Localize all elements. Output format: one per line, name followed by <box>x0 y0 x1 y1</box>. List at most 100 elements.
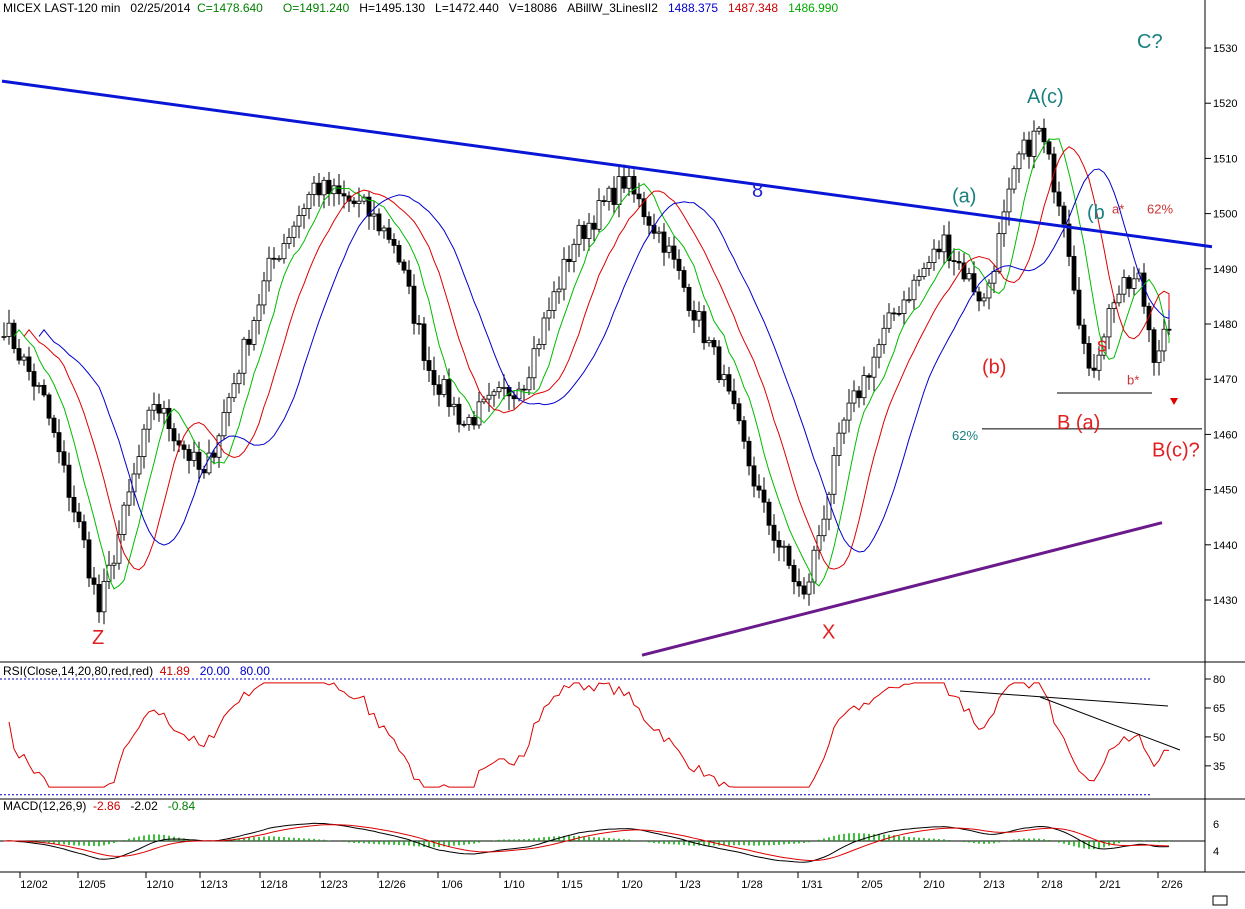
candle-body <box>291 225 297 238</box>
time-tick-label: 1/28 <box>741 879 762 891</box>
candle-body <box>681 270 687 288</box>
candle-body <box>166 407 172 430</box>
price-tick-label: 1490 <box>1213 264 1237 276</box>
candle-body <box>106 564 112 582</box>
macd-value-1: -2.86 <box>93 799 121 813</box>
candle-body <box>726 374 732 392</box>
candle-body <box>966 273 972 280</box>
candle-body <box>421 323 427 361</box>
wave-label: X <box>822 622 835 644</box>
candle-body <box>661 231 667 253</box>
candle-body <box>786 545 792 566</box>
candle-body <box>851 390 857 404</box>
candle-body <box>151 404 157 411</box>
candle-body <box>371 213 377 217</box>
indicator-value-3: 1486.990 <box>788 1 839 15</box>
wave-label: a* <box>1112 202 1124 217</box>
candle-body <box>61 451 67 466</box>
wave-label: A(c) <box>1027 86 1064 108</box>
rsi-tick-label: 35 <box>1213 761 1225 773</box>
time-tick-label: 12/10 <box>146 879 174 891</box>
candle-body <box>1116 293 1122 304</box>
wave-label: s <box>1097 335 1107 357</box>
candle-body <box>621 176 627 189</box>
candle-body <box>426 360 432 371</box>
candle-body <box>1081 324 1087 344</box>
candle-body <box>141 428 147 457</box>
time-axis: 12/02 12/05 12/10 12/13 12/18 12/23 12/26 1/06 1… <box>19 872 1228 906</box>
candle-body <box>696 311 702 321</box>
candle-body <box>396 245 402 263</box>
candle-body <box>671 245 677 260</box>
candle-body <box>721 374 727 381</box>
time-tick-label: 2/10 <box>923 879 944 891</box>
candle-body <box>186 449 192 461</box>
high-value: H=1495.130 <box>359 1 426 15</box>
candle-body <box>886 312 892 329</box>
candle-body <box>381 227 387 232</box>
candle-body <box>1091 367 1097 371</box>
candle-body <box>591 222 597 230</box>
candle-body <box>586 222 592 239</box>
candle-body <box>316 182 322 196</box>
candle-body <box>281 243 287 260</box>
candle-body <box>466 416 472 425</box>
candle-body <box>1011 168 1017 190</box>
candle-body <box>276 258 282 261</box>
macd-header: MACD(12,26,9) -2.86 -2.02 -0.84 <box>3 799 195 813</box>
candle-body <box>446 379 452 408</box>
candle-body <box>956 260 962 264</box>
time-tick-label: 2/13 <box>983 879 1004 891</box>
candle-body <box>496 387 502 393</box>
candle-body <box>241 338 247 374</box>
price-candles <box>1 118 1172 625</box>
candle-body <box>256 304 262 321</box>
macd-line <box>3 822 1170 863</box>
candle-body <box>26 356 32 372</box>
wave-label: B (a) <box>1057 412 1100 434</box>
candle-body <box>636 193 642 200</box>
candle-body <box>156 404 162 414</box>
candle-body <box>401 261 407 271</box>
candle-body <box>271 257 277 260</box>
time-tick-label: 12/18 <box>260 879 288 891</box>
candle-body <box>781 545 787 548</box>
candle-body <box>571 243 577 262</box>
candle-body <box>551 291 557 311</box>
candle-body <box>261 280 267 306</box>
candle-body <box>866 375 872 378</box>
candle-body <box>21 356 27 361</box>
candle-body <box>386 227 392 240</box>
candle-body <box>691 310 697 321</box>
candle-body <box>71 496 77 513</box>
rsi-tick-label: 65 <box>1213 703 1225 715</box>
volume-value: V=18086 <box>508 1 558 15</box>
rsi-trendline <box>959 690 1169 707</box>
rsi-upper: 80.00 <box>239 664 270 678</box>
candle-body <box>926 262 932 269</box>
down-arrow-icon <box>1170 398 1178 405</box>
candle-body <box>336 185 342 195</box>
candle-body <box>191 451 197 461</box>
candle-body <box>91 577 97 585</box>
wave-label: Z <box>92 627 104 649</box>
price-tick-label: 1520 <box>1213 98 1237 110</box>
candle-body <box>346 195 352 202</box>
candle-body <box>201 469 207 474</box>
candle-body <box>616 176 622 205</box>
wave-label: b* <box>1127 373 1139 388</box>
candle-body <box>1001 211 1007 235</box>
candle-body <box>341 193 347 197</box>
candle-body <box>96 583 102 613</box>
candle-body <box>1126 277 1132 289</box>
candle-body <box>991 271 997 284</box>
signal-line <box>3 824 1170 861</box>
candle-body <box>56 432 62 453</box>
candle-body <box>806 581 812 595</box>
candle-body <box>666 245 672 253</box>
time-tick-label: 1/20 <box>621 879 642 891</box>
candle-body <box>756 485 762 491</box>
candle-body <box>976 291 982 302</box>
candle-body <box>821 518 827 537</box>
open-value: O=1491.240 <box>282 1 350 15</box>
